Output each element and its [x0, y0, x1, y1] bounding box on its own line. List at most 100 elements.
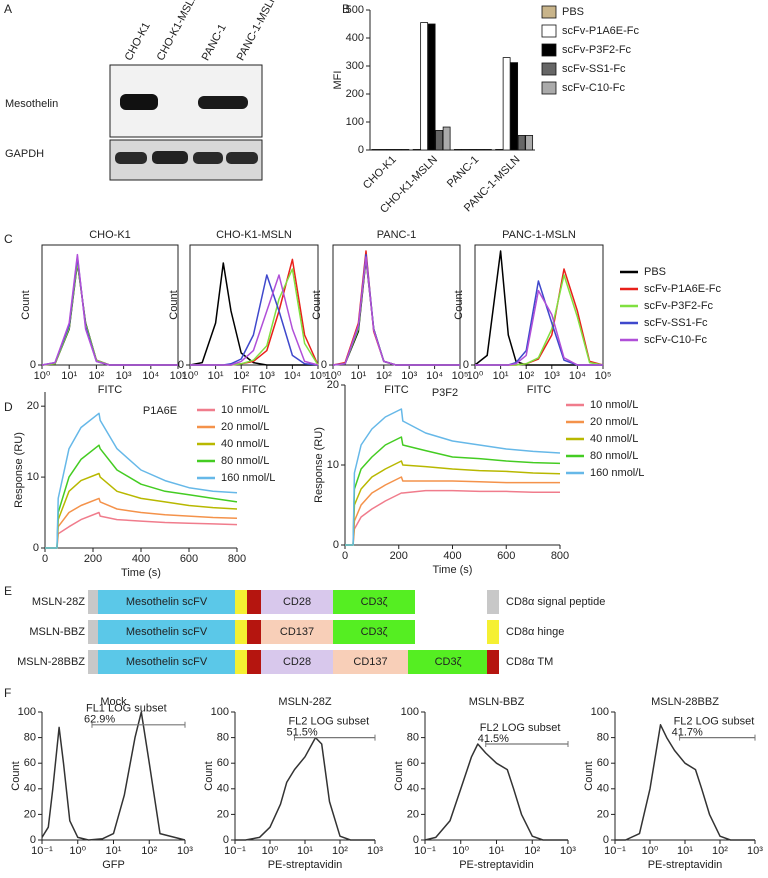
bar: [435, 129, 444, 151]
x-tick-label: 10²: [332, 845, 348, 857]
domain: [333, 590, 415, 614]
chart-title: MSLN-28BBZ: [651, 696, 719, 708]
legend-swatch: [541, 24, 557, 38]
chart-title: P3F2: [432, 387, 458, 399]
series-line: [332, 258, 460, 366]
construct-name: MSLN-BBZ: [29, 626, 85, 638]
band: [193, 152, 223, 164]
y-tick-label: 100: [591, 706, 609, 718]
series-line: [345, 408, 561, 546]
legend-label: 10 nmol/L: [221, 404, 269, 416]
y-axis-label: Count: [583, 761, 595, 790]
series-line: [45, 412, 238, 549]
x-tick-label: 10³: [401, 370, 417, 382]
lane-label: CHO-K1: [123, 20, 153, 62]
x-tick-label: 400: [443, 550, 461, 562]
gate-label: FL2 LOG subset: [288, 716, 369, 728]
legend-label: scFv-P3F2-Fc: [562, 44, 632, 56]
y-axis-label: Count: [20, 290, 32, 319]
x-tick-label: 10²: [524, 845, 540, 857]
x-tick-label: 10¹: [493, 370, 509, 382]
gate-label: FL2 LOG subset: [480, 722, 561, 734]
domain-label: Mesothelin scFV: [126, 656, 208, 668]
y-tick-label: 500: [346, 4, 364, 16]
band: [226, 152, 258, 164]
histogram-line: [41, 711, 186, 841]
chart: 0 20 40 60 80 100 10⁻¹ 10⁰ 10¹ 10² 10³ MSLN-28Z PE-s…: [203, 696, 383, 871]
x-tick-label: 10⁰: [467, 370, 484, 382]
y-axis-label: Response (RU): [13, 432, 25, 508]
x-tick-label: 10³: [747, 845, 763, 857]
series-line: [41, 258, 178, 366]
legend-label: 20 nmol/L: [590, 416, 638, 428]
x-tick-label: 10⁻¹: [224, 845, 246, 857]
x-tick-label: 10²: [518, 370, 534, 382]
panel-a: [109, 64, 263, 181]
series-line: [41, 256, 178, 366]
y-axis-label: Count: [311, 290, 323, 319]
y-axis-label: Count: [203, 761, 215, 790]
domain: [247, 650, 261, 674]
bar: [502, 57, 511, 151]
x-tick-label: 10¹: [106, 845, 122, 857]
y-tick-label: 20: [407, 808, 419, 820]
legend-label: CD8α hinge: [506, 626, 564, 638]
panel-label: D: [4, 400, 13, 414]
gate-percent: 51.5%: [286, 727, 317, 739]
series-line: [41, 261, 178, 366]
series-line: [474, 250, 603, 366]
chart-title: PANC-1: [377, 229, 417, 241]
panel-label: B: [342, 2, 350, 16]
domain: [235, 590, 247, 614]
legend-swatch: [487, 590, 499, 614]
legend-label: scFv-C10-Fc: [562, 82, 625, 94]
y-tick-label: 0: [30, 834, 36, 846]
series-line: [41, 262, 178, 366]
series-line: [475, 280, 603, 366]
y-tick-label: 400: [346, 32, 364, 44]
y-axis-label: Count: [393, 761, 405, 790]
gate-percent: 41.7%: [672, 727, 703, 739]
y-tick-label: 60: [217, 757, 229, 769]
y-tick-label: 10: [27, 471, 39, 483]
domain: [98, 650, 235, 674]
chart: 0 20 40 60 80 100 10⁻¹ 10⁰ 10¹ 10² 10³ MSLN-28BBZ PE…: [583, 696, 763, 871]
domain-label: CD28: [283, 596, 311, 608]
x-tick-label: 10³: [560, 845, 576, 857]
y-tick-label: 10: [327, 459, 339, 471]
legend-label: PBS: [562, 6, 584, 18]
chart-title: CHO-K1: [89, 229, 131, 241]
x-tick-label: 10⁰: [69, 845, 86, 857]
x-tick-label: 10⁰: [325, 370, 342, 382]
x-axis-label: Time (s): [121, 567, 161, 579]
y-tick-label: 0: [463, 359, 469, 371]
x-tick-label: CHO-K1: [361, 154, 399, 192]
series-line: [345, 476, 560, 546]
domain-label: CD137: [280, 626, 314, 638]
chart-title: CHO-K1-MSLN: [216, 229, 292, 241]
series-line: [189, 262, 318, 366]
y-tick-label: 0: [333, 539, 339, 551]
chart-title: MSLN-BBZ: [469, 696, 525, 708]
y-axis-label: Response (RU): [313, 427, 325, 503]
legend-label: scFv-SS1-Fc: [644, 317, 708, 329]
construct-name: MSLN-28BBZ: [17, 656, 85, 668]
bar: [476, 149, 485, 151]
bar: [371, 149, 380, 151]
series-line: [475, 274, 604, 366]
bar: [427, 23, 436, 151]
x-tick-label: 10²: [712, 845, 728, 857]
bar: [401, 149, 410, 151]
band: [198, 96, 248, 109]
chart: 0 20 40 60 80 100 10⁻¹ 10⁰ 10¹ 10² 10³ MSLN-BBZ PE-s…: [393, 696, 576, 871]
domain: [98, 590, 235, 614]
bar: [468, 149, 477, 151]
y-tick-label: 40: [407, 783, 419, 795]
plot-frame: [189, 244, 319, 366]
y-tick-label: 200: [346, 88, 364, 100]
x-axis-label: PE-streptavidin: [268, 859, 343, 871]
panel-label: A: [4, 2, 12, 16]
